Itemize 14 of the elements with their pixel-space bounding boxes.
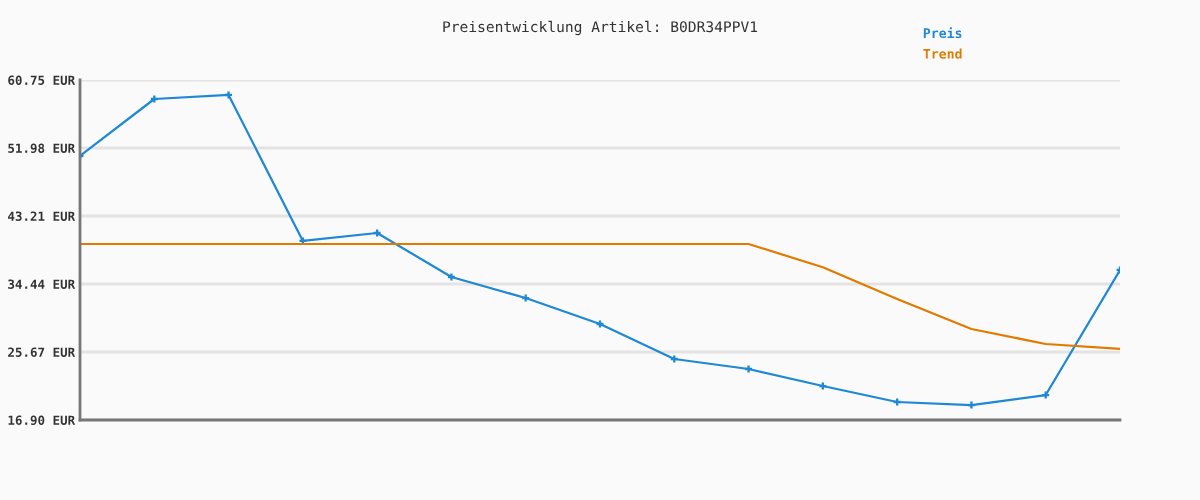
point bbox=[967, 401, 975, 409]
point bbox=[447, 273, 455, 281]
y-tick-label: 51.98 EUR bbox=[8, 143, 76, 153]
y-tick-label: 25.67 EUR bbox=[8, 347, 76, 357]
line-series bbox=[80, 91, 1120, 409]
y-tick-label: 60.75 EUR bbox=[8, 75, 76, 85]
y-tick-label: 16.90 EUR bbox=[8, 415, 76, 425]
chart-title: Preisentwicklung Artikel: B0DR34PPV1 bbox=[443, 20, 758, 36]
text: Preis bbox=[923, 27, 962, 39]
y-tick-label: 43.21 EUR bbox=[8, 211, 76, 221]
point bbox=[745, 365, 753, 373]
y-tick-label: 34.44 EUR bbox=[8, 279, 76, 289]
point bbox=[225, 91, 233, 99]
text: Trend bbox=[923, 48, 962, 59]
